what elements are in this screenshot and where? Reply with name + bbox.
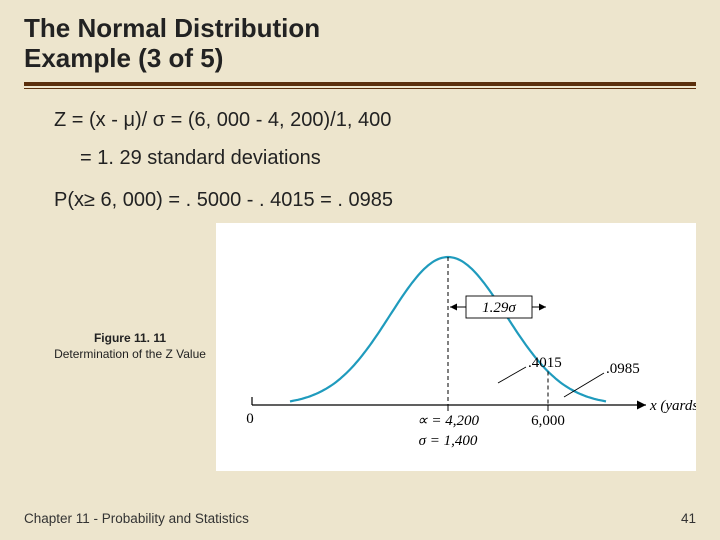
svg-text:.0985: .0985 — [606, 361, 640, 377]
bell-curve-svg: 0 1.29σ .4015 .0985 ∝ = 4,200 σ = 1,400 6,000 x… — [216, 223, 696, 471]
svg-text:σ = 1,400: σ = 1,400 — [419, 433, 478, 449]
svg-text:6,000: 6,000 — [531, 413, 565, 429]
divider-thin — [24, 88, 696, 89]
figure-caption-title: Figure 11. 11 — [94, 331, 166, 345]
title-line-1: The Normal Distribution — [24, 14, 696, 44]
equation-line-2: = 1. 29 standard deviations — [54, 141, 696, 175]
svg-text:x (yards): x (yards) — [649, 398, 696, 414]
svg-text:.4015: .4015 — [528, 355, 562, 371]
svg-text:∝ = 4,200: ∝ = 4,200 — [417, 413, 480, 429]
slide-title: The Normal Distribution Example (3 of 5) — [24, 14, 696, 74]
svg-text:1.29σ: 1.29σ — [482, 300, 516, 316]
footer-page-number: 41 — [681, 511, 696, 526]
figure-caption-sub: Determination of the Z Value — [54, 347, 206, 361]
figure-caption: Figure 11. 11 Determination of the Z Val… — [50, 331, 210, 362]
content-region: Z = (x - μ)/ σ = (6, 000 - 4, 200)/1, 40… — [24, 103, 696, 471]
equation-line-1: Z = (x - μ)/ σ = (6, 000 - 4, 200)/1, 40… — [54, 103, 696, 137]
title-line-2: Example (3 of 5) — [24, 44, 696, 74]
footer: Chapter 11 - Probability and Statistics … — [24, 511, 696, 526]
equation-line-3: P(x≥ 6, 000) = . 5000 - . 4015 = . 0985 — [54, 183, 696, 217]
bell-curve-figure: 0 1.29σ .4015 .0985 ∝ = 4,200 σ = 1,400 6,000 x… — [216, 223, 696, 471]
svg-text:0: 0 — [246, 411, 254, 427]
footer-chapter: Chapter 11 - Probability and Statistics — [24, 511, 249, 526]
figure-row: Figure 11. 11 Determination of the Z Val… — [54, 223, 696, 471]
slide: The Normal Distribution Example (3 of 5)… — [0, 0, 720, 540]
divider-thick — [24, 82, 696, 86]
